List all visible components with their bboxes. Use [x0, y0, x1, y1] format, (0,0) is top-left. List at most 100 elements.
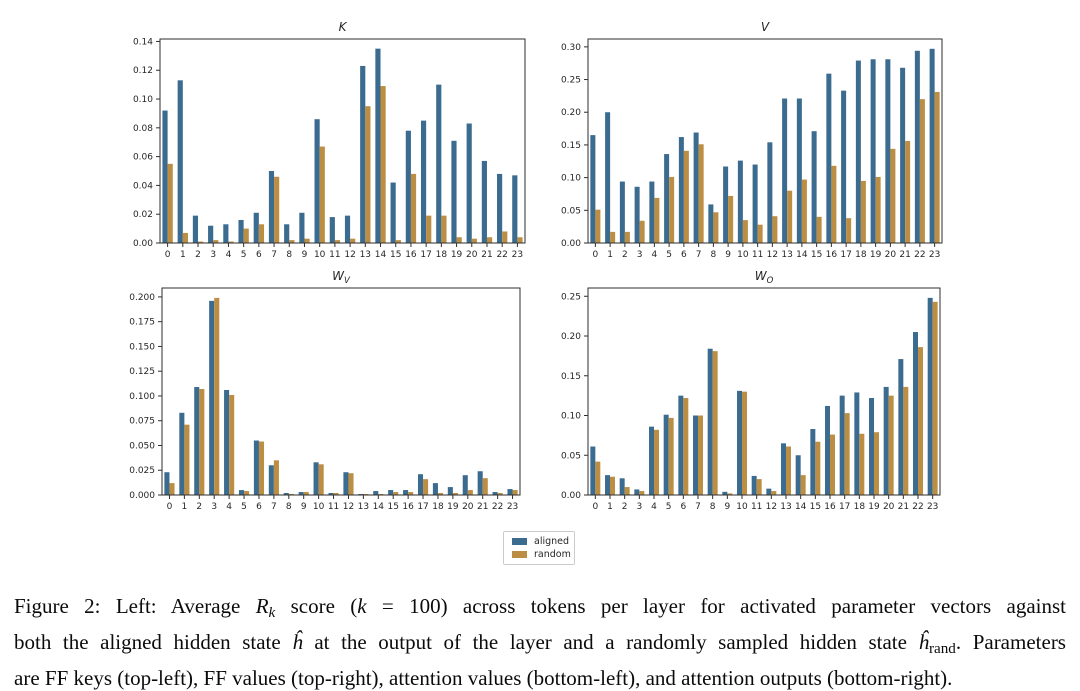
bar-random: [456, 237, 462, 243]
bar-aligned: [344, 215, 351, 243]
x-tick-label: 15: [811, 250, 822, 260]
bar-aligned: [238, 490, 245, 495]
bar-random: [859, 433, 865, 495]
y-tick-label: 0.150: [129, 342, 155, 352]
bar-aligned: [914, 50, 920, 244]
y-tick-label: 0.050: [129, 441, 155, 451]
bar-aligned: [253, 212, 259, 243]
bar-random: [486, 237, 493, 243]
bar-random: [712, 351, 718, 495]
bar-random: [198, 241, 204, 243]
x-tick-label: 15: [390, 250, 401, 260]
bar-random: [860, 180, 866, 243]
bar-charts-svg: K0.000.020.040.060.080.100.120.140 1 2 3 4 5 6…: [129, 20, 943, 512]
bar-aligned: [343, 472, 349, 495]
bar-random: [350, 238, 356, 243]
bar-random: [517, 237, 523, 243]
bar-random: [229, 394, 235, 495]
bar-random: [610, 231, 616, 243]
y-tick-label: 0.025: [129, 466, 155, 476]
caption-text: both the aligned hidden state: [14, 629, 293, 654]
x-tick-label: 21: [477, 502, 488, 512]
bar-aligned: [313, 462, 319, 495]
y-tick-label: 0.30: [561, 43, 581, 53]
x-tick-label: 23: [927, 502, 938, 512]
bar-random: [228, 241, 234, 243]
x-tick-label: 17: [417, 502, 428, 512]
x-tick-label: 6: [681, 250, 687, 260]
x-tick-label: 3: [637, 250, 643, 260]
bar-random: [742, 391, 747, 495]
x-tick-label: 8: [710, 502, 716, 512]
bar-aligned: [781, 443, 786, 495]
chart-WV: WV 0.000 0.025 0.050 0.075 0.100 0.125 0.150 0.1…: [129, 269, 521, 512]
bar-random: [846, 218, 852, 243]
x-tick-label: 19: [870, 250, 882, 260]
x-tick-label: 11: [752, 250, 763, 260]
bar-aligned: [663, 414, 669, 495]
x-tick-label: 8: [711, 250, 717, 260]
x-tick-label: 20: [883, 502, 895, 512]
bar-aligned: [298, 492, 304, 495]
bar-random: [318, 464, 324, 495]
x-tick-label: 7: [696, 250, 702, 260]
bar-random: [169, 483, 175, 495]
bar-aligned: [299, 212, 305, 243]
x-tick-label: 3: [636, 502, 642, 512]
y-tick-label: 0.000: [129, 491, 155, 501]
chart-title: V: [761, 20, 770, 34]
bar-random: [698, 144, 704, 243]
x-tick-label: 0: [592, 502, 598, 512]
bar-random: [482, 478, 488, 495]
bar-random: [654, 429, 659, 495]
x-tick-label: 9: [725, 250, 731, 260]
bar-aligned: [839, 395, 845, 495]
bar-random: [816, 216, 822, 243]
x-tick-label: 11: [328, 502, 339, 512]
bar-aligned: [900, 67, 906, 244]
x-tick-label: 18: [432, 502, 444, 512]
x-tick-label: 11: [329, 250, 340, 260]
bar-random: [624, 487, 630, 495]
bar-random: [918, 347, 923, 495]
x-tick-label: 22: [492, 502, 503, 512]
x-tick-label: 7: [271, 250, 277, 260]
x-tick-label: 15: [387, 502, 398, 512]
x-tick-label: 1: [607, 250, 613, 260]
bar-aligned: [678, 137, 684, 243]
bar-aligned: [253, 440, 259, 495]
x-tick-label: 14: [373, 502, 385, 512]
x-tick-label: 1: [180, 250, 186, 260]
bar-random: [497, 493, 503, 495]
x-tick-label: 1: [607, 502, 613, 512]
bar-random: [452, 493, 458, 495]
bar-aligned: [162, 110, 168, 243]
bar-aligned: [855, 60, 861, 244]
bar-aligned: [927, 297, 933, 495]
y-tick-label: 0.10: [133, 95, 153, 105]
bar-random: [426, 215, 432, 243]
bar-random: [830, 434, 835, 495]
bar-aligned: [782, 98, 788, 243]
bar-random: [800, 475, 806, 495]
bar-random: [380, 86, 386, 243]
x-tick-label: 18: [854, 502, 866, 512]
bar-random: [756, 479, 762, 495]
legend-swatch-aligned: [512, 538, 527, 546]
caption-text: k: [268, 604, 276, 621]
bar-random: [258, 224, 265, 243]
bar-random: [258, 441, 265, 495]
bar-random: [333, 493, 339, 495]
bar-aligned: [707, 348, 713, 495]
x-tick-label: 18: [436, 250, 448, 260]
y-tick-label: 0.15: [561, 141, 581, 151]
bar-random: [289, 240, 295, 243]
bar-aligned: [664, 154, 670, 243]
bar-random: [441, 215, 447, 243]
x-tick-label: 16: [824, 502, 836, 512]
x-tick-label: 2: [195, 250, 201, 260]
bar-aligned: [436, 84, 442, 243]
x-tick-label: 13: [780, 502, 791, 512]
bar-random: [423, 479, 429, 495]
bar-aligned: [913, 332, 918, 495]
